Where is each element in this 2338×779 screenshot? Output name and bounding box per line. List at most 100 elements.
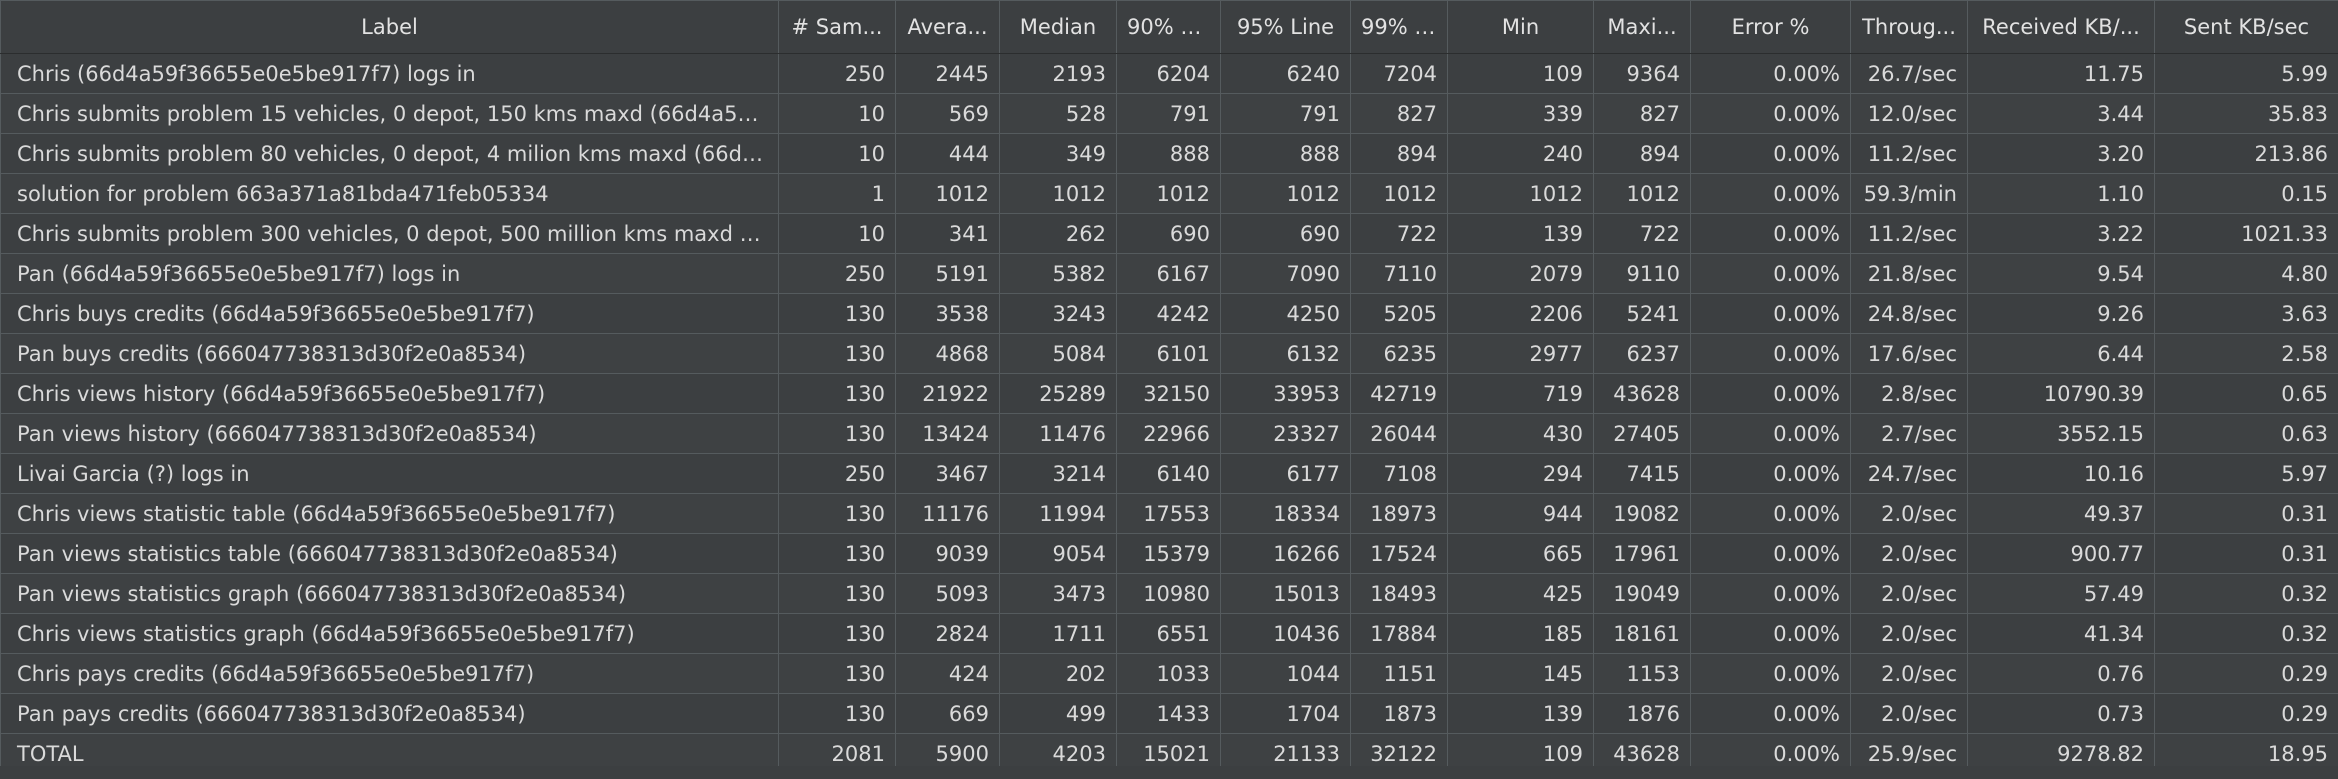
table-cell: 10: [778, 133, 896, 174]
table-row[interactable]: Pan pays credits (666047738313d30f2e0a85…: [0, 693, 2338, 734]
table-cell: 250: [778, 453, 896, 494]
table-cell: 17961: [1593, 533, 1691, 574]
column-header-90-line[interactable]: 90% L...: [1116, 0, 1221, 54]
table-cell: 33953: [1220, 373, 1351, 414]
table-row[interactable]: Chris submits problem 80 vehicles, 0 dep…: [0, 133, 2338, 174]
table-cell: 0.73: [1967, 693, 2155, 734]
table-row[interactable]: Chris views history (66d4a59f36655e0e5be…: [0, 373, 2338, 414]
table-cell: 0.00%: [1690, 573, 1851, 614]
table-row[interactable]: Pan (66d4a59f36655e0e5be917f7) logs in 25…: [0, 253, 2338, 294]
table-cell: 130: [778, 573, 896, 614]
table-cell: 894: [1593, 133, 1691, 174]
table-row[interactable]: Chris submits problem 300 vehicles, 0 de…: [0, 213, 2338, 254]
table-cell: 4242: [1116, 293, 1221, 334]
table-cell: 32150: [1116, 373, 1221, 414]
table-row[interactable]: Pan views statistics graph (666047738313…: [0, 573, 2338, 614]
table-cell: 139: [1447, 693, 1594, 734]
table-cell: 0.00%: [1690, 453, 1851, 494]
table-cell: 0.00%: [1690, 253, 1851, 294]
table-cell: 130: [778, 533, 896, 574]
table-row[interactable]: Chris views statistic table (66d4a59f366…: [0, 493, 2338, 534]
table-cell: 42719: [1350, 373, 1448, 414]
table-cell: 250: [778, 253, 896, 294]
table-cell: 2.0/sec: [1850, 533, 1968, 574]
table-cell: 10.16: [1967, 453, 2155, 494]
column-header-min[interactable]: Min: [1447, 0, 1594, 54]
column-header-received[interactable]: Received KB/...: [1967, 0, 2155, 54]
table-cell: 5.97: [2154, 453, 2338, 494]
table-cell: 43628: [1593, 373, 1691, 414]
table-cell: 0.00%: [1690, 293, 1851, 334]
table-row[interactable]: Chris pays credits (66d4a59f36655e0e5be9…: [0, 653, 2338, 694]
table-cell: 19049: [1593, 573, 1691, 614]
column-header-sent[interactable]: Sent KB/sec: [2154, 0, 2338, 54]
column-header-samples[interactable]: # Sam...: [778, 0, 896, 54]
table-cell: 944: [1447, 493, 1594, 534]
table-cell: 18493: [1350, 573, 1448, 614]
table-cell: 9.26: [1967, 293, 2155, 334]
table-cell: 9110: [1593, 253, 1691, 294]
table-cell: 1876: [1593, 693, 1691, 734]
table-row[interactable]: Livai Garcia (?) logs in 250 3467 3214 6140 6…: [0, 453, 2338, 494]
column-header-95-line[interactable]: 95% Line: [1220, 0, 1351, 54]
table-row[interactable]: Chris (66d4a59f36655e0e5be917f7) logs in…: [0, 53, 2338, 94]
table-cell: 900.77: [1967, 533, 2155, 574]
column-header-label[interactable]: Label: [0, 0, 779, 54]
table-row[interactable]: Chris views statistics graph (66d4a59f36…: [0, 613, 2338, 654]
table-cell: 6551: [1116, 613, 1221, 654]
column-header-throughput[interactable]: Throug...: [1850, 0, 1968, 54]
table-cell: 130: [778, 653, 896, 694]
table-cell: 130: [778, 693, 896, 734]
table-cell: 0.76: [1967, 653, 2155, 694]
table-cell: 1021.33: [2154, 213, 2338, 254]
table-row[interactable]: Pan buys credits (666047738313d30f2e0a85…: [0, 333, 2338, 374]
column-header-max[interactable]: Maxi...: [1593, 0, 1691, 54]
table-cell: 791: [1220, 93, 1351, 134]
table-row[interactable]: Chris submits problem 15 vehicles, 0 dep…: [0, 93, 2338, 134]
table-cell: 0.32: [2154, 613, 2338, 654]
table-cell: 1012: [1116, 173, 1221, 214]
table-cell: 0.00%: [1690, 173, 1851, 214]
table-cell: 1012: [1447, 173, 1594, 214]
table-cell: 6177: [1220, 453, 1351, 494]
column-header-median[interactable]: Median: [999, 0, 1117, 54]
table-cell: 3473: [999, 573, 1117, 614]
column-header-error[interactable]: Error %: [1690, 0, 1851, 54]
table-cell: 21922: [895, 373, 1000, 414]
table-cell: 3.63: [2154, 293, 2338, 334]
table-row[interactable]: Chris buys credits (66d4a59f36655e0e5be9…: [0, 293, 2338, 334]
table-row[interactable]: solution for problem 663a371a81bda471feb…: [0, 173, 2338, 214]
table-cell: 3.22: [1967, 213, 2155, 254]
table-cell: 27405: [1593, 413, 1691, 454]
table-row[interactable]: Pan views statistics table (666047738313…: [0, 533, 2338, 574]
table-cell: 3552.15: [1967, 413, 2155, 454]
table-cell: 1012: [895, 173, 1000, 214]
table-cell: 1.10: [1967, 173, 2155, 214]
table-cell: 0.15: [2154, 173, 2338, 214]
table-cell: 13424: [895, 413, 1000, 454]
row-label-cell: Pan views statistics table (666047738313…: [0, 533, 779, 574]
table-cell: 888: [1220, 133, 1351, 174]
table-cell: 6167: [1116, 253, 1221, 294]
table-cell: 15013: [1220, 573, 1351, 614]
row-label-cell: Chris buys credits (66d4a59f36655e0e5be9…: [0, 293, 779, 334]
column-header-average[interactable]: Avera...: [895, 0, 1000, 54]
table-cell: 1153: [1593, 653, 1691, 694]
table-cell: 2206: [1447, 293, 1594, 334]
table-cell: 4.80: [2154, 253, 2338, 294]
table-cell: 6132: [1220, 333, 1351, 374]
table-row[interactable]: Pan views history (666047738313d30f2e0a8…: [0, 413, 2338, 454]
table-cell: 18334: [1220, 493, 1351, 534]
table-cell: 5.99: [2154, 53, 2338, 94]
table-cell: 3243: [999, 293, 1117, 334]
table-cell: 2079: [1447, 253, 1594, 294]
table-cell: 11.75: [1967, 53, 2155, 94]
table-cell: 11176: [895, 493, 1000, 534]
row-label-cell: Livai Garcia (?) logs in: [0, 453, 779, 494]
column-header-99-line[interactable]: 99% L...: [1350, 0, 1448, 54]
table-cell: 1: [778, 173, 896, 214]
table-cell: 0.00%: [1690, 613, 1851, 654]
row-label-cell: Pan buys credits (666047738313d30f2e0a85…: [0, 333, 779, 374]
table-cell: 0.31: [2154, 533, 2338, 574]
table-cell: 9039: [895, 533, 1000, 574]
